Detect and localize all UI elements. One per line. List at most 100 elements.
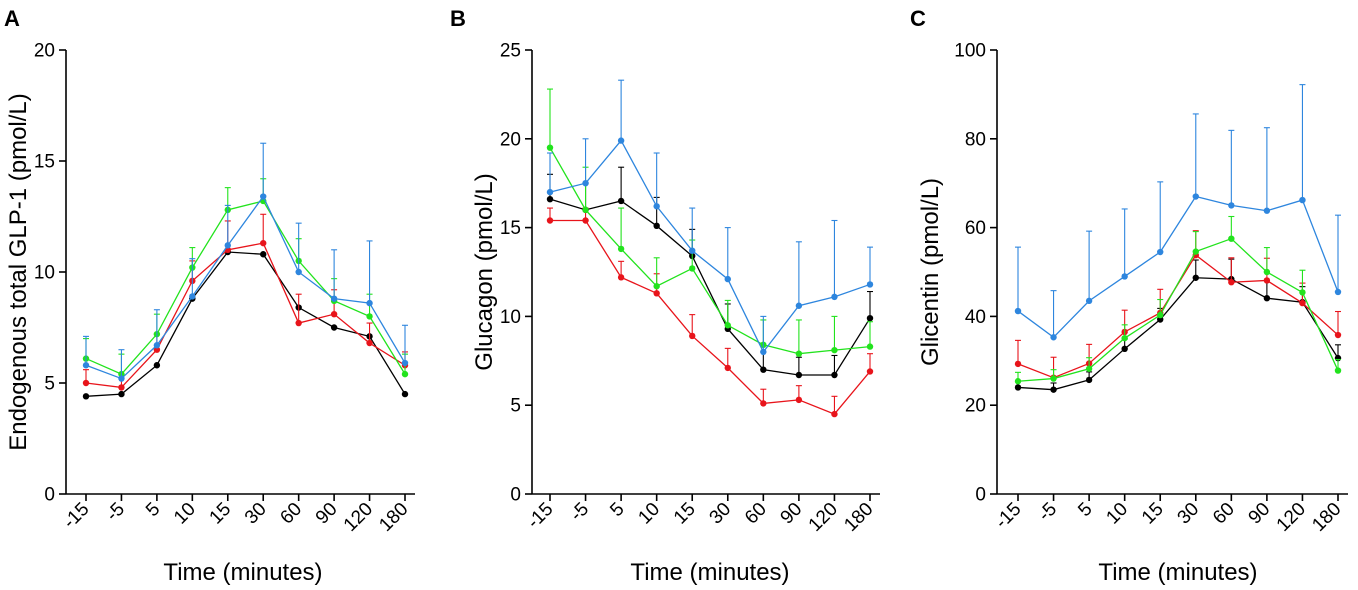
data-point-black [1263,294,1271,302]
series-line-blue-c [1017,195,1339,339]
x-tick-label: -5 [102,499,129,526]
x-tick-label: 90 [777,499,807,529]
data-point-blue [1050,334,1057,341]
data-point-blue [582,180,589,187]
data-point-red [1228,279,1235,286]
data-point-green [1299,289,1306,296]
data-point-blue [1228,202,1235,209]
data-point-blue [866,281,874,288]
x-tick-label: 10 [170,499,200,529]
x-tick-label: -15 [523,499,557,533]
data-point-blue [1157,248,1164,256]
data-point-green [1050,375,1057,382]
data-point-green [831,346,838,354]
y-axis-title-c: Glicentin (pmol/L) [917,178,944,366]
data-point-red [653,290,660,297]
y-tick-label: 15 [500,218,521,239]
data-point-red [1014,360,1022,368]
data-point-blue [1121,273,1128,280]
data-point-green [689,265,696,272]
x-tick-label: 180 [375,499,412,536]
data-point-red [330,310,338,318]
data-point-green [1014,378,1022,385]
data-point-black [831,371,838,379]
data-point-blue [1263,207,1271,214]
series-line-red-a [85,242,406,389]
y-tick-label: 0 [510,485,521,506]
data-point-red [118,384,125,391]
data-point-blue [1334,288,1342,296]
data-point-green [1157,311,1164,319]
series-line-black-b [549,198,871,376]
data-point-green [617,245,625,253]
y-tick-label: 100 [954,41,986,62]
panel-letter-c: C [910,6,926,31]
x-tick-label: 180 [1308,499,1345,536]
data-point-black [118,390,125,398]
series-line-black-a [85,251,406,397]
data-point-black [1157,316,1164,323]
x-tick-label: -5 [1034,499,1061,526]
data-point-blue [118,375,125,382]
data-point-black [653,222,660,230]
data-point-blue [153,342,161,349]
data-point-red [760,400,767,407]
data-point-red [1299,299,1306,307]
series-line-red-b [550,219,871,415]
data-point-blue [366,299,373,307]
x-axis-title-a: Time (minutes) [163,559,322,586]
x-tick-label: 60 [276,499,306,529]
data-point-red [617,274,625,281]
data-point-green [724,322,731,329]
x-tick-label: 60 [1209,499,1239,529]
data-point-green [1085,365,1093,372]
data-point-blue [724,275,731,283]
data-point-blue [260,193,267,200]
data-point-blue [546,188,554,196]
data-point-red [153,346,161,353]
data-point-green [1263,268,1271,276]
data-point-green [401,370,409,378]
x-tick-label: 120 [1273,499,1310,536]
y-tick-label: 10 [500,307,521,328]
x-tick-label: -15 [59,499,93,533]
data-point-blue [1192,193,1199,200]
x-tick-label: 10 [634,499,664,529]
x-tick-label: 15 [670,499,700,529]
series-line-red-c [1017,254,1339,379]
data-point-black [153,362,161,369]
data-point-black [260,251,267,258]
data-point-blue [689,247,696,254]
y-axis-title-b: Glucagon (pmol/L) [471,173,498,370]
y-tick-label: 15 [34,152,55,173]
data-point-green [653,283,660,290]
data-point-blue [1014,307,1022,315]
y-axis-title-a: Endogenous total GLP-1 (pmol/L) [5,93,32,451]
x-axis-title-b: Time (minutes) [630,559,789,586]
data-point-red [295,319,302,327]
series-line-blue-a [85,195,406,380]
data-point-black [866,314,874,322]
data-point-green [866,343,874,350]
data-point-black [1050,386,1057,393]
data-point-black [82,393,90,400]
x-tick-label: 30 [1174,499,1204,529]
y-tick-label: 0 [44,485,55,506]
data-point-red [260,239,267,247]
data-point-black [330,324,338,331]
data-point-green [1121,334,1128,342]
data-point-blue [189,293,196,300]
data-point-blue [653,203,660,210]
data-point-blue [617,137,625,144]
y-tick-label: 5 [510,396,521,417]
x-tick-label: 5 [1074,499,1096,521]
x-tick-label: 120 [805,499,842,536]
x-tick-label: 30 [241,499,271,529]
x-tick-label: 5 [142,499,164,521]
x-tick-label: -15 [991,499,1025,533]
series-line-black-c [1017,277,1339,391]
x-tick-label: 30 [706,499,736,529]
data-point-blue [831,293,838,301]
y-tick-label: 5 [44,374,55,395]
y-tick-label: 20 [500,129,521,150]
